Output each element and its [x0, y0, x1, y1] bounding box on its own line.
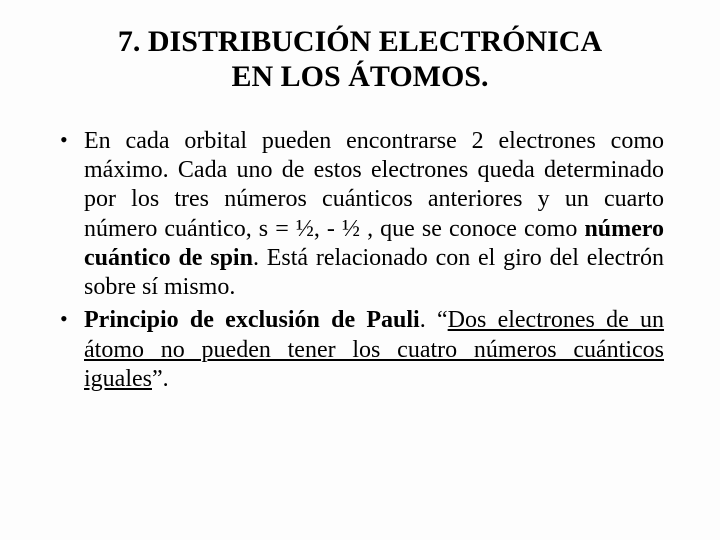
text-run: ”.: [152, 366, 169, 392]
title-line-1: 7. DISTRIBUCIÓN ELECTRÓNICA: [118, 25, 602, 58]
title-line-2: EN LOS ÁTOMOS.: [231, 60, 488, 93]
slide-body: En cada orbital pueden encontrarse 2 ele…: [56, 127, 664, 394]
text-run: En cada orbital pueden encontrarse 2 ele…: [84, 128, 664, 242]
bullet-list: En cada orbital pueden encontrarse 2 ele…: [56, 127, 664, 394]
text-run-bold: Principio de exclusión de Pauli: [84, 307, 420, 333]
list-item: Principio de exclusión de Pauli. “Dos el…: [56, 306, 664, 394]
slide: 7. DISTRIBUCIÓN ELECTRÓNICA EN LOS ÁTOMO…: [0, 0, 720, 540]
slide-title: 7. DISTRIBUCIÓN ELECTRÓNICA EN LOS ÁTOMO…: [56, 24, 664, 95]
text-run: . “: [420, 307, 448, 333]
list-item: En cada orbital pueden encontrarse 2 ele…: [56, 127, 664, 303]
